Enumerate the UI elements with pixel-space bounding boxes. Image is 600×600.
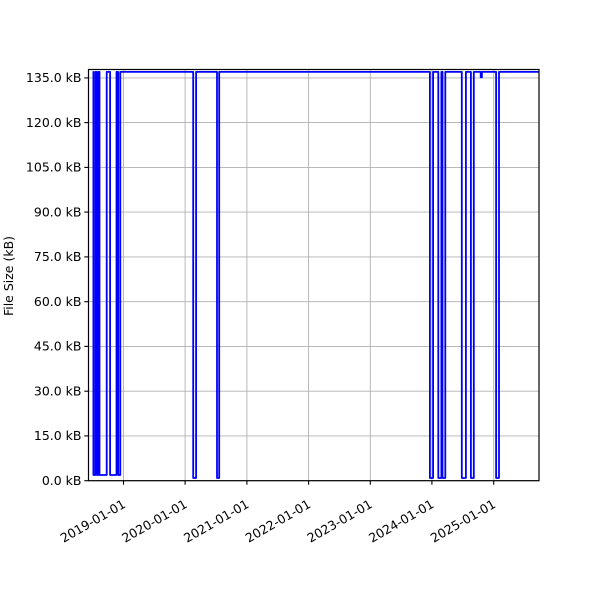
x-tick-label: 2024-01-01 <box>366 496 436 545</box>
y-tick-label: 60.0 kB <box>34 294 82 309</box>
x-tick-label: 2021-01-01 <box>181 496 251 545</box>
y-tick-label: 15.0 kB <box>34 428 82 443</box>
x-tick-label: 2022-01-01 <box>243 496 313 545</box>
y-axis-label: File Size (kB) <box>1 236 16 316</box>
grid <box>88 69 539 482</box>
x-tick-label: 2023-01-01 <box>304 496 374 545</box>
axis-labels: 2019-01-012020-01-012021-01-012022-01-01… <box>1 70 498 545</box>
x-tick-label: 2019-01-01 <box>58 496 128 545</box>
axis-ticks <box>84 77 495 485</box>
y-tick-label: 0.0 kB <box>42 473 82 488</box>
y-tick-label: 120.0 kB <box>26 115 82 130</box>
y-tick-label: 135.0 kB <box>26 70 82 85</box>
file-size-line <box>92 71 539 479</box>
x-tick-label: 2025-01-01 <box>428 496 498 545</box>
y-tick-label: 75.0 kB <box>34 249 82 264</box>
y-tick-label: 90.0 kB <box>34 204 82 219</box>
x-tick-label: 2020-01-01 <box>119 496 189 545</box>
y-tick-label: 105.0 kB <box>26 160 82 175</box>
y-tick-label: 30.0 kB <box>34 384 82 399</box>
plot-frame <box>87 68 540 482</box>
y-tick-label: 45.0 kB <box>34 339 82 354</box>
